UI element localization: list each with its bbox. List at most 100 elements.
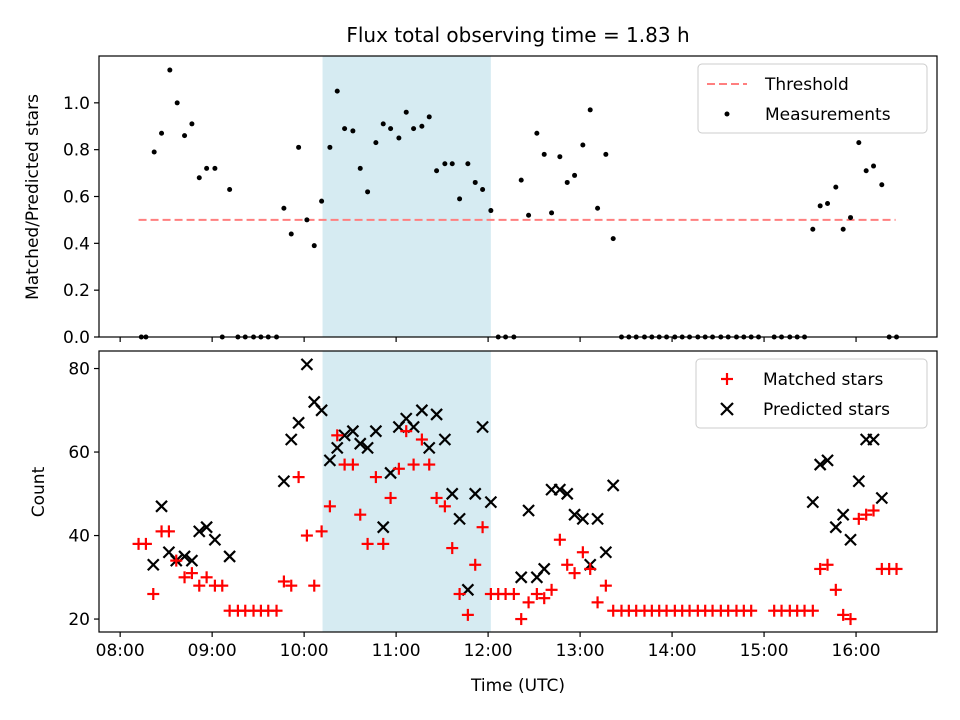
y-tick-label: 0.8 bbox=[63, 141, 90, 161]
measurement-point bbox=[434, 168, 440, 174]
measurement-point bbox=[848, 215, 854, 221]
measurement-point bbox=[350, 128, 356, 134]
measurement-point bbox=[334, 88, 340, 94]
measurement-point bbox=[388, 126, 394, 132]
measurement-point bbox=[442, 161, 448, 167]
matched-star-point bbox=[806, 604, 819, 617]
measurement-point bbox=[319, 198, 325, 204]
measurement-point bbox=[342, 126, 348, 132]
measurement-point bbox=[380, 121, 386, 127]
predicted-star-point bbox=[514, 571, 528, 584]
predicted-star-point bbox=[430, 408, 443, 421]
x-tick-label: 13:00 bbox=[556, 641, 605, 661]
predicted-star-point bbox=[537, 562, 551, 576]
matched-star-point bbox=[377, 537, 390, 550]
matched-star-point bbox=[216, 579, 229, 592]
ratio-legend-box bbox=[697, 63, 928, 134]
matched-star-point bbox=[331, 429, 344, 442]
measurement-point bbox=[603, 151, 609, 157]
count-x-axis-label: Time (UTC) bbox=[470, 676, 565, 696]
matched-legend-marker bbox=[721, 373, 733, 385]
matched-star-point bbox=[507, 588, 520, 601]
matched-star-point bbox=[829, 583, 842, 596]
matched-star-point bbox=[400, 425, 413, 438]
count-y-axis-ticks: 20 40 60 80 bbox=[68, 360, 99, 630]
matched-star-point bbox=[430, 491, 443, 504]
predicted-star-point bbox=[376, 520, 390, 534]
x-tick-label: 11:00 bbox=[372, 641, 421, 661]
x-tick-label: 09:00 bbox=[188, 641, 237, 661]
measurement-point bbox=[472, 179, 478, 185]
measurement-point bbox=[403, 109, 409, 115]
matched-star-point bbox=[890, 562, 903, 575]
predicted-star-point bbox=[560, 487, 574, 501]
matched-star-point bbox=[522, 596, 535, 609]
predicted-star-point bbox=[867, 433, 880, 446]
matched-star-point bbox=[315, 525, 328, 538]
predicted-star-point bbox=[599, 545, 613, 559]
matched-star-point bbox=[384, 491, 397, 504]
predicted-star-point bbox=[576, 512, 590, 526]
predicted-star-point bbox=[852, 474, 866, 488]
measurement-point bbox=[833, 184, 839, 190]
measurement-point bbox=[288, 231, 294, 237]
measurement-point bbox=[212, 165, 218, 171]
matched-star-point bbox=[423, 458, 436, 471]
predicted-star-point bbox=[522, 504, 535, 517]
y-tick-label: 20 bbox=[68, 610, 90, 630]
predicted-star-point bbox=[200, 520, 213, 534]
matched-legend-label: Matched stars bbox=[763, 370, 883, 390]
matched-star-point bbox=[361, 537, 374, 550]
matched-star-point bbox=[837, 608, 850, 621]
predicted-star-point bbox=[806, 495, 820, 509]
x-tick-label: 15:00 bbox=[740, 641, 789, 661]
predicted-star-point bbox=[192, 525, 206, 538]
measurement-point bbox=[879, 182, 885, 188]
matched-star-point bbox=[584, 562, 597, 575]
measurement-point bbox=[840, 226, 846, 232]
measurement-point bbox=[480, 186, 486, 192]
measurement-point bbox=[311, 243, 317, 249]
measurement-point bbox=[580, 142, 586, 148]
measurements-legend-label: Measurements bbox=[765, 105, 891, 125]
measurement-point bbox=[526, 212, 532, 218]
matched-star-point bbox=[515, 613, 528, 626]
predicted-star-point bbox=[208, 533, 222, 547]
predicted-star-point bbox=[453, 512, 466, 526]
matched-star-point bbox=[300, 529, 313, 542]
matched-star-point bbox=[469, 558, 482, 571]
count-axes-frame bbox=[98, 350, 938, 633]
measurement-point bbox=[281, 205, 287, 211]
predicted-star-point bbox=[284, 433, 298, 446]
ratio-legend: Threshold Measurements bbox=[697, 63, 928, 134]
measurement-point bbox=[810, 226, 816, 232]
y-tick-label: 40 bbox=[68, 527, 90, 547]
predicted-star-point bbox=[553, 483, 567, 496]
predicted-star-point bbox=[445, 487, 459, 501]
y-tick-label: 0.2 bbox=[63, 281, 90, 301]
ratio-axes-frame bbox=[98, 55, 938, 338]
measurement-point bbox=[871, 163, 877, 169]
measurement-point bbox=[557, 154, 563, 160]
measurement-point bbox=[196, 175, 202, 181]
matched-star-point bbox=[392, 462, 405, 475]
matched-star-point bbox=[407, 458, 420, 471]
predicted-star-point bbox=[829, 520, 843, 534]
measurement-point bbox=[534, 130, 540, 136]
count-panel: 20 40 60 80 08:00 09:00 10:00 11:00 12:00 13:00 1… bbox=[29, 350, 938, 696]
matched-star-point bbox=[844, 613, 857, 626]
predicted-star-point bbox=[813, 458, 827, 471]
measurement-point bbox=[327, 144, 333, 150]
observing-window-shade-bottom bbox=[322, 351, 491, 632]
matched-star-point bbox=[438, 500, 451, 513]
matched-star-point bbox=[277, 575, 290, 588]
predicted-star-point bbox=[185, 554, 199, 567]
predicted-star-point bbox=[844, 533, 857, 547]
predicted-star-point bbox=[422, 441, 436, 455]
measurement-point bbox=[817, 203, 823, 209]
x-tick-label: 08:00 bbox=[96, 641, 145, 661]
y-tick-label: 1.0 bbox=[63, 94, 90, 114]
matched-star-point bbox=[139, 537, 152, 550]
matched-star-point bbox=[821, 558, 834, 571]
